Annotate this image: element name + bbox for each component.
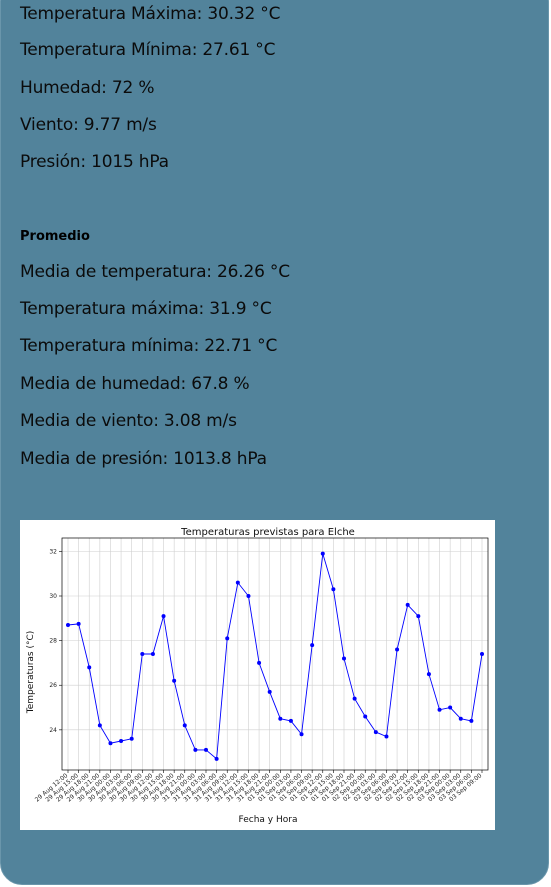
average-max-temp: Temperatura máxima: 31.9 °C (20, 299, 272, 319)
y-tick-label: 32 (49, 548, 57, 555)
average-min-temp: Temperatura mínima: 22.71 °C (20, 336, 278, 356)
data-point (416, 614, 421, 619)
current-temp-max: Temperatura Máxima: 30.32 °C (20, 4, 281, 24)
average-mean-temp: Media de temperatura: 26.26 °C (20, 262, 290, 282)
data-point (66, 623, 70, 627)
data-point (129, 736, 134, 741)
series-line (67, 553, 483, 760)
data-point (140, 652, 145, 656)
data-point (458, 716, 463, 721)
data-point (108, 741, 113, 746)
data-point (119, 739, 124, 743)
average-heading: Promedio (20, 229, 90, 244)
data-point (193, 747, 198, 752)
data-point (426, 672, 431, 677)
data-point (204, 747, 208, 752)
data-point (437, 707, 442, 712)
data-point (278, 716, 283, 721)
data-point (331, 587, 336, 592)
data-point (182, 723, 187, 728)
data-point (342, 656, 346, 661)
data-point (97, 723, 102, 728)
data-point (225, 636, 230, 641)
temperature-chart-svg: Temperaturas previstas para Elche Fecha … (26, 527, 489, 825)
average-mean-pressure: Media de presión: 1013.8 hPa (20, 449, 267, 469)
data-point (87, 665, 92, 670)
chart-x-axis-title: Fecha y Hora (239, 815, 298, 825)
data-point (384, 734, 389, 739)
data-point (480, 652, 484, 656)
data-point (363, 714, 368, 719)
data-point (405, 602, 410, 607)
data-point (395, 647, 400, 652)
chart-title: Temperaturas previstas para Elche (180, 527, 355, 538)
average-mean-humidity: Media de humedad: 67.8 % (20, 374, 250, 394)
y-tick-label: 26 (49, 682, 57, 689)
data-point (373, 730, 378, 735)
temperature-chart: Temperaturas previstas para Elche Fecha … (20, 520, 495, 830)
data-point (320, 551, 325, 556)
average-mean-wind: Media de viento: 3.08 m/s (20, 411, 237, 431)
chart-y-axis-title: Temperaturas (°C) (26, 631, 36, 715)
current-temp-min: Temperatura Mínima: 27.61 °C (20, 40, 276, 60)
y-tick-label: 24 (49, 727, 57, 734)
current-wind: Viento: 9.77 m/s (20, 115, 157, 135)
data-point (469, 718, 474, 723)
data-point (172, 678, 177, 683)
y-tick-label: 28 (49, 638, 57, 645)
plot-frame (61, 537, 489, 771)
current-humidity: Humedad: 72 % (20, 78, 155, 98)
data-point (288, 718, 293, 723)
data-point (150, 652, 155, 656)
data-point (257, 660, 262, 665)
data-point (161, 614, 166, 619)
data-point (299, 732, 304, 737)
data-point (267, 689, 272, 694)
data-point (235, 580, 240, 585)
data-point (448, 705, 453, 710)
data-point (310, 643, 315, 648)
data-point (76, 621, 81, 626)
data-point (352, 696, 357, 701)
data-point (214, 756, 219, 761)
current-pressure: Presión: 1015 hPa (20, 152, 169, 172)
data-point (246, 594, 251, 598)
y-tick-label: 30 (49, 593, 57, 600)
